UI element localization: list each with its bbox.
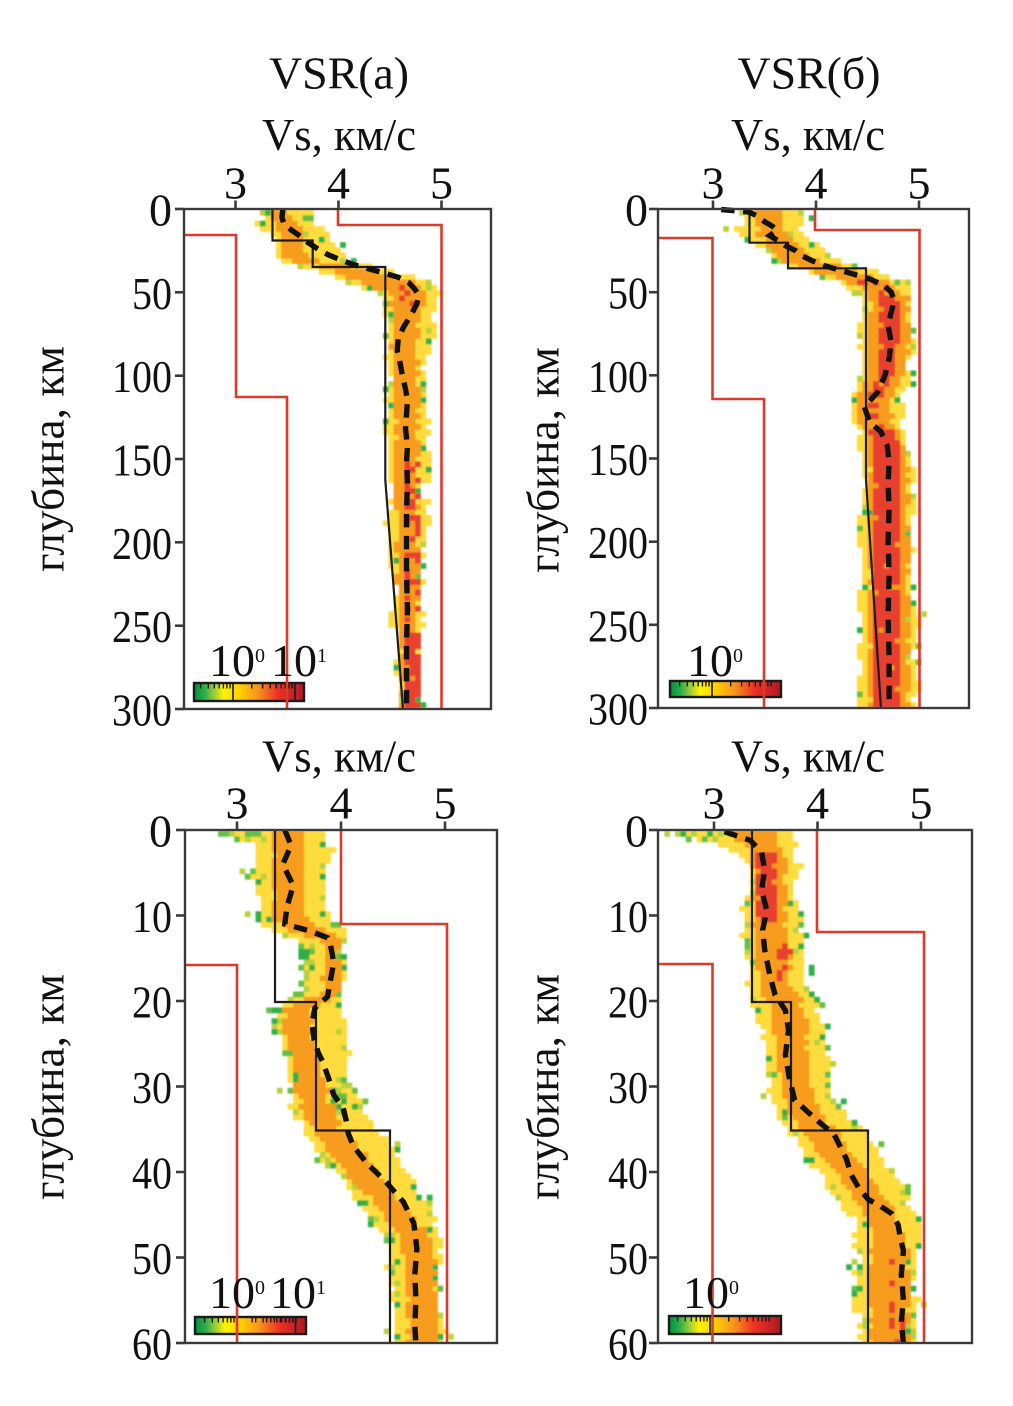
svg-text:3: 3 (703, 778, 726, 829)
svg-text:150: 150 (588, 434, 648, 485)
svg-text:глубина, км: глубина, км (23, 974, 74, 1200)
svg-text:глубина, км: глубина, км (518, 974, 569, 1200)
svg-text:40: 40 (608, 1148, 648, 1199)
svg-text:50: 50 (132, 268, 172, 319)
svg-text:Vs, км/с: Vs, км/с (262, 731, 416, 782)
svg-text:VSR(а): VSR(а) (269, 48, 409, 99)
svg-text:3: 3 (224, 158, 247, 209)
svg-text:300: 300 (112, 685, 172, 736)
svg-text:3: 3 (702, 158, 725, 209)
svg-text:5: 5 (908, 158, 931, 209)
svg-text:глубина, км: глубина, км (23, 346, 74, 572)
svg-text:10: 10 (608, 891, 648, 942)
svg-text:3: 3 (226, 778, 249, 829)
svg-text:0: 0 (625, 185, 648, 236)
svg-text:10: 10 (132, 891, 172, 942)
svg-text:30: 30 (608, 1062, 648, 1113)
svg-text:20: 20 (132, 977, 172, 1028)
svg-text:20: 20 (608, 977, 648, 1028)
svg-text:250: 250 (112, 601, 172, 652)
svg-text:0: 0 (625, 806, 648, 857)
svg-text:30: 30 (132, 1062, 172, 1113)
svg-text:60: 60 (608, 1319, 648, 1370)
svg-text:4: 4 (805, 158, 828, 209)
svg-text:4: 4 (327, 158, 350, 209)
svg-text:Vs, км/с: Vs, км/с (731, 731, 885, 782)
svg-text:50: 50 (132, 1233, 172, 1284)
svg-text:5: 5 (910, 778, 933, 829)
svg-text:200: 200 (588, 517, 648, 568)
svg-text:100: 100 (112, 351, 172, 402)
svg-text:200: 200 (112, 518, 172, 569)
svg-text:100: 100 (588, 351, 648, 402)
svg-text:0: 0 (149, 806, 172, 857)
svg-text:300: 300 (588, 684, 648, 735)
svg-text:250: 250 (588, 600, 648, 651)
svg-text:Vs, км/с: Vs, км/с (262, 109, 416, 160)
svg-text:Vs, км/с: Vs, км/с (731, 109, 885, 160)
svg-text:5: 5 (430, 158, 453, 209)
svg-text:50: 50 (608, 268, 648, 319)
svg-text:VSR(б): VSR(б) (738, 48, 881, 99)
svg-text:40: 40 (132, 1148, 172, 1199)
svg-text:50: 50 (608, 1233, 648, 1284)
svg-text:150: 150 (112, 435, 172, 486)
svg-text:0: 0 (149, 185, 172, 236)
svg-text:4: 4 (330, 778, 353, 829)
svg-text:60: 60 (132, 1319, 172, 1370)
svg-text:5: 5 (434, 778, 457, 829)
svg-text:4: 4 (806, 778, 829, 829)
svg-text:глубина, км: глубина, км (518, 347, 569, 573)
